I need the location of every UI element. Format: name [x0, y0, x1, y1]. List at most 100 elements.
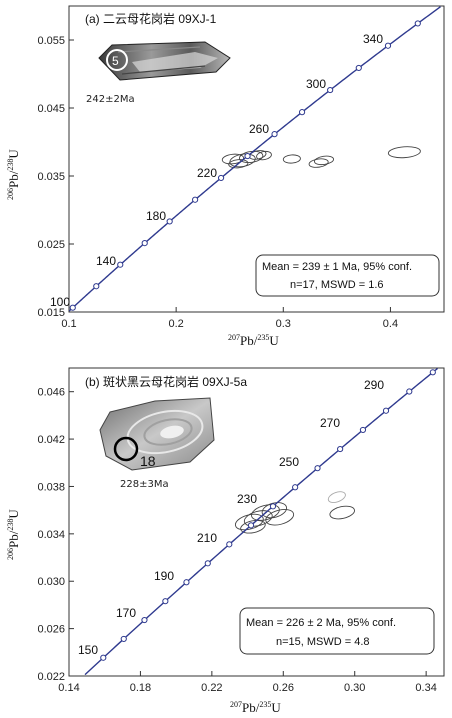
concordia-age-point [406, 388, 413, 395]
age-label: 250 [279, 455, 299, 469]
y-tick-label: 0.030 [37, 576, 65, 588]
y-tick-label: 0.055 [37, 35, 65, 47]
x-tick-label: 0.30 [344, 682, 365, 694]
panel-b-zircon-age: 228±3Ma [120, 479, 169, 490]
age-label: 140 [96, 254, 116, 268]
panel-b-spot-number: 18 [140, 453, 156, 469]
error-ellipse [313, 155, 335, 166]
panel-b-x-axis-label: 207Pb/235U [230, 700, 281, 715]
age-label: 300 [306, 77, 326, 91]
panel-b-y-axis-label: 206Pb/238U [6, 509, 21, 560]
concordia-age-point [100, 654, 107, 661]
panel-a-y-axis-label: 206Pb/238U [6, 149, 21, 200]
concordia-age-point [244, 152, 251, 160]
panel-a-result-box: Mean = 239 ± 1 Ma, 95% conf. n=17, MSWD … [255, 254, 440, 297]
y-tick-label: 0.025 [37, 239, 65, 251]
panel-b-spot-marker [113, 436, 139, 462]
concordia-age-point [93, 283, 100, 290]
panel-b-concordia-curve [84, 367, 438, 676]
concordia-age-point [226, 541, 233, 548]
y-tick-label: 0.045 [37, 103, 65, 115]
x-tick-label: 0.1 [61, 318, 76, 330]
panel-b-zircon-image: 18 [99, 397, 215, 471]
panel-b-title: (b) 斑状黑云母花岗岩 09XJ-5a [85, 374, 247, 389]
error-ellipse [221, 153, 245, 165]
concordia-age-point [269, 503, 277, 510]
y-tick-label: 0.035 [37, 171, 65, 183]
x-tick-label: 0.4 [383, 318, 398, 330]
concordia-age-point [355, 64, 362, 72]
age-label: 270 [320, 416, 340, 430]
concordia-age-point [359, 426, 367, 434]
age-label: 190 [154, 569, 174, 583]
x-tick-label: 0.14 [58, 682, 79, 694]
age-label: 180 [146, 209, 166, 223]
panel-b: 0.14 0.18 0.22 0.26 0.30 0.34 0.022 0.026 0.030 0… [6, 367, 445, 715]
concordia-age-point [192, 196, 199, 203]
concordia-age-point [166, 218, 173, 225]
panel-a-result-line1: Mean = 239 ± 1 Ma, 95% conf. [262, 261, 412, 273]
x-tick-label: 0.3 [276, 318, 291, 330]
x-tick-label: 0.22 [201, 682, 222, 694]
concordia-age-point [337, 445, 344, 453]
y-tick-label: 0.042 [37, 434, 65, 446]
concordia-age-point [141, 240, 148, 247]
error-ellipse [265, 509, 295, 526]
age-label: 220 [197, 166, 217, 180]
concordia-age-point [314, 465, 321, 472]
error-ellipse [327, 491, 346, 503]
panel-a-age-points [69, 20, 421, 311]
concordia-age-point [429, 369, 436, 376]
panel-a-ellipses [221, 146, 421, 169]
panel-a-spot-marker [106, 49, 128, 71]
concordia-age-point [162, 598, 169, 605]
concordia-age-point [271, 131, 278, 138]
concordia-age-point [217, 174, 225, 182]
error-ellipse [228, 159, 249, 169]
concordia-age-point [247, 522, 255, 529]
concordia-age-point [120, 635, 127, 643]
concordia-age-point [141, 616, 148, 624]
concordia-age-point [384, 42, 392, 49]
panel-a-zircon-age: 242±2Ma [86, 94, 135, 105]
y-tick-label: 0.026 [37, 624, 65, 636]
panel-a: 0.1 0.2 0.3 0.4 0.015 0.025 0.035 0.045 0.055 10… [6, 5, 445, 348]
concordia-age-point [414, 20, 421, 27]
concordia-age-point [204, 560, 211, 567]
concordia-age-point [69, 304, 76, 311]
error-ellipse [240, 519, 266, 534]
panel-a-x-axis-label: 207Pb/235U [228, 333, 279, 348]
error-ellipse [282, 154, 301, 164]
error-ellipse [329, 505, 355, 520]
concordia-age-point [298, 109, 306, 116]
panel-a-title: (a) 二云母花岗岩 09XJ-1 [85, 11, 217, 26]
panel-b-result-line2: n=15, MSWD = 4.8 [276, 636, 370, 648]
age-label: 260 [249, 122, 269, 136]
panel-a-concordia-curve [68, 6, 441, 312]
age-label: 100 [50, 295, 70, 309]
x-tick-label: 0.2 [168, 318, 183, 330]
y-tick-label: 0.015 [37, 307, 65, 319]
error-ellipse [387, 146, 421, 159]
y-tick-label: 0.034 [37, 529, 65, 541]
y-tick-label: 0.022 [37, 671, 65, 683]
panel-b-ticks: 0.14 0.18 0.22 0.26 0.30 0.34 0.022 0.026 0.030 0… [37, 387, 436, 694]
age-label: 210 [197, 531, 217, 545]
age-label: 340 [363, 32, 383, 46]
panel-a-spot-number: 5 [112, 54, 119, 68]
x-tick-label: 0.26 [273, 682, 294, 694]
error-ellipse [256, 150, 272, 161]
panel-a-age-labels: 100 140 180 220 260 300 340 [50, 32, 383, 309]
panel-b-result-box: Mean = 226 ± 2 Ma, 95% conf. n=15, MSWD … [239, 607, 435, 655]
error-ellipse [243, 510, 273, 527]
error-ellipse [308, 158, 329, 168]
age-label: 290 [364, 378, 384, 392]
panel-a-result-line2: n=17, MSWD = 1.6 [290, 279, 384, 291]
age-label: 170 [116, 606, 136, 620]
panel-a-zircon-image: 5 [98, 41, 231, 81]
age-label: 150 [78, 643, 98, 657]
panel-a-ticks: 0.1 0.2 0.3 0.4 0.015 0.025 0.035 0.045 0.055 [37, 35, 398, 330]
panel-b-result-line1: Mean = 226 ± 2 Ma, 95% conf. [246, 617, 396, 629]
panel-b-age-labels: 150 170 190 210 230 250 270 290 [78, 378, 384, 657]
error-ellipse [234, 513, 264, 531]
